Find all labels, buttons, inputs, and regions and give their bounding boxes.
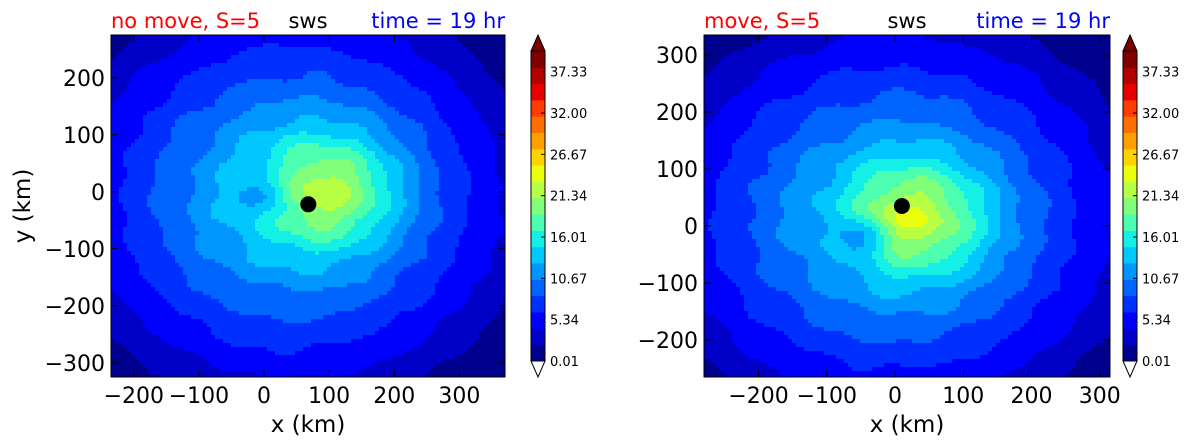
x-tick-label: −200 — [104, 384, 164, 409]
y-tick-label: −200 — [638, 329, 698, 354]
colorbar-segment — [531, 149, 545, 166]
x-tick-label: −100 — [797, 384, 857, 409]
colorbar-segment — [1123, 247, 1137, 264]
colorbar-tick-label: 26.67 — [550, 148, 587, 163]
colorbar-segment — [1123, 296, 1137, 313]
y-tick-label: −100 — [45, 238, 105, 263]
colorbar-tick-label: 16.01 — [1142, 231, 1179, 246]
colorbar-tick-label: 32.00 — [550, 107, 587, 122]
colorbar-segment — [1123, 312, 1137, 329]
colorbar-segment — [531, 133, 545, 150]
colorbar-segment — [1123, 328, 1137, 345]
colorbar-segment — [1123, 116, 1137, 133]
colorbar-segment — [1123, 149, 1137, 166]
panel-no-move: no move, S=5 sws time = 19 hr−200 −100 0 100 2… — [10, 9, 587, 438]
x-tick-label: 200 — [1011, 384, 1053, 409]
storm-center-marker — [300, 196, 316, 212]
title-left: no move, S=5 — [111, 9, 260, 33]
colorbar-segment — [531, 116, 545, 133]
y-tick-label: 0 — [91, 181, 105, 206]
colorbar-tick-label: 0.01 — [550, 355, 579, 370]
colorbar-tick-label: 16.01 — [550, 231, 587, 246]
colorbar-segment — [1123, 51, 1137, 68]
colorbar-segment — [531, 312, 545, 329]
title-right: time = 19 hr — [371, 9, 505, 33]
colorbar-segment — [531, 165, 545, 182]
colorbar-tick-label: 32.00 — [1142, 107, 1179, 122]
colorbar-tick-label: 21.34 — [1142, 190, 1179, 205]
colorbar-extend-min — [1123, 361, 1137, 377]
colorbar-segment — [531, 67, 545, 84]
y-tick-label: 200 — [63, 67, 105, 92]
colorbar-segment — [1123, 165, 1137, 182]
y-tick-label: 0 — [684, 215, 698, 240]
y-tick-label: −300 — [45, 352, 105, 377]
x-tick-label: 100 — [942, 384, 984, 409]
x-tick-label: 100 — [308, 384, 350, 409]
storm-center-marker — [894, 198, 910, 214]
colorbar-segment — [531, 279, 545, 296]
colorbar-segment — [531, 198, 545, 215]
colorbar-tick-label: 10.67 — [550, 272, 587, 287]
colorbar-segment — [1123, 345, 1137, 362]
colorbar-segment — [1123, 214, 1137, 231]
colorbar-extend-max — [531, 35, 545, 51]
colorbar-segment — [531, 100, 545, 117]
x-tick-label: −100 — [169, 384, 229, 409]
colorbar-extend-max — [1123, 35, 1137, 51]
colorbar-segment — [1123, 198, 1137, 215]
x-tick-label: 300 — [438, 384, 480, 409]
colorbar-tick-label: 26.67 — [1142, 148, 1179, 163]
colorbar-segment — [531, 84, 545, 101]
colorbar-segment — [1123, 133, 1137, 150]
colorbar-segment — [531, 214, 545, 231]
colorbar-extend-min — [531, 361, 545, 377]
y-tick-label: 200 — [656, 101, 698, 126]
title-center: sws — [288, 9, 327, 33]
colorbar-segment — [531, 51, 545, 68]
colorbar-tick-label: 5.34 — [550, 314, 579, 329]
colorbar-segment — [531, 328, 545, 345]
colorbar: 0.01 5.34 10.67 16.01 21.34 26.67 32.00 37.33 — [1123, 35, 1179, 377]
x-tick-label: 200 — [373, 384, 415, 409]
x-tick-label: 0 — [888, 384, 902, 409]
y-tick-label: 100 — [63, 124, 105, 149]
colorbar-segment — [531, 263, 545, 280]
x-tick-label: 0 — [257, 384, 271, 409]
y-tick-label: −200 — [45, 295, 105, 320]
colorbar-segment — [531, 345, 545, 362]
colorbar-segment — [1123, 67, 1137, 84]
colorbar-segment — [1123, 100, 1137, 117]
y-tick-label: 100 — [656, 158, 698, 183]
colorbar-segment — [531, 247, 545, 264]
y-tick-label: −100 — [638, 272, 698, 297]
colorbar-tick-label: 37.33 — [1142, 66, 1179, 81]
title-center: sws — [887, 9, 926, 33]
colorbar-tick-label: 21.34 — [550, 190, 587, 205]
colorbar-tick-label: 10.67 — [1142, 272, 1179, 287]
colorbar-segment — [531, 230, 545, 247]
colorbar-segment — [1123, 279, 1137, 296]
y-tick-label: 300 — [656, 44, 698, 69]
title-left: move, S=5 — [704, 9, 820, 33]
x-axis-label: x (km) — [271, 412, 346, 438]
colorbar-tick-label: 0.01 — [1142, 355, 1171, 370]
title-right: time = 19 hr — [976, 9, 1110, 33]
colorbar-segment — [1123, 230, 1137, 247]
colorbar: 0.01 5.34 10.67 16.01 21.34 26.67 32.00 37.33 — [531, 35, 587, 377]
panel-move: move, S=5 sws time = 19 hr −200 −100 0 100 200 3… — [638, 9, 1180, 438]
colorbar-tick-label: 37.33 — [550, 66, 587, 81]
x-tick-label: −200 — [728, 384, 788, 409]
figure: no move, S=5 sws time = 19 hr−200 −100 0 100 2… — [0, 0, 1190, 447]
colorbar-segment — [531, 296, 545, 313]
y-axis-label: y (km) — [10, 169, 36, 244]
colorbar-tick-label: 5.34 — [1142, 314, 1171, 329]
x-tick-label: 300 — [1079, 384, 1121, 409]
colorbar-segment — [1123, 263, 1137, 280]
colorbar-segment — [1123, 84, 1137, 101]
x-axis-label: x (km) — [870, 412, 945, 438]
